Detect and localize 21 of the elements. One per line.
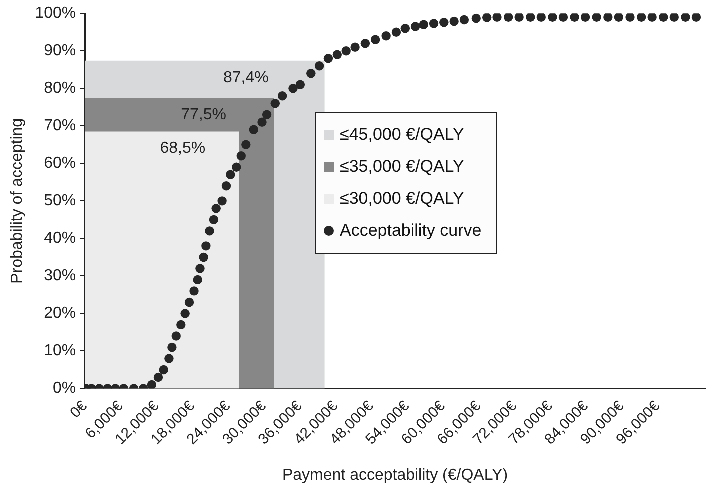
x-axis-title: Payment acceptability (€/QALY) bbox=[282, 466, 508, 484]
legend-label: ≤35,000 €/QALY bbox=[340, 156, 464, 178]
y-tick-label: 40% bbox=[44, 230, 76, 248]
y-tick-label: 50% bbox=[44, 192, 76, 210]
y-tick-label: 0% bbox=[52, 380, 76, 398]
x-tick-label: 0€ bbox=[67, 397, 92, 422]
y-axis-title: Probability of accepting bbox=[9, 118, 26, 284]
y-tick-label: 100% bbox=[35, 5, 76, 22]
y-tick-label: 80% bbox=[44, 80, 76, 98]
annotation: 68,5% bbox=[160, 140, 206, 158]
y-tick-label: 60% bbox=[44, 155, 76, 172]
y-tick-label: 90% bbox=[44, 42, 76, 60]
annotation: 87,4% bbox=[223, 69, 269, 86]
annotation: 77,5% bbox=[181, 106, 226, 124]
y-tick-label: 70% bbox=[44, 118, 76, 135]
y-tick-label: 10% bbox=[44, 342, 76, 360]
legend-label: Acceptability curve bbox=[340, 220, 482, 242]
y-tick-label: 20% bbox=[44, 305, 76, 322]
legend-label: ≤30,000 €/QALY bbox=[340, 188, 464, 210]
legend-label: ≤45,000 €/QALY bbox=[340, 124, 464, 146]
y-tick-label: 30% bbox=[44, 268, 76, 285]
